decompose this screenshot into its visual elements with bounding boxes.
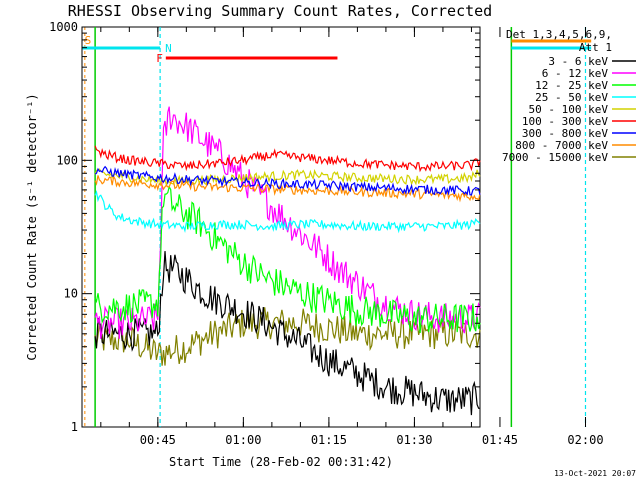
legend-label: 300 - 800 keV <box>522 127 608 140</box>
legend-label: 50 - 100 keV <box>529 103 609 116</box>
series-line <box>94 190 481 234</box>
plot-frame <box>81 26 481 428</box>
legend-label: 3 - 6 keV <box>548 55 608 68</box>
legend-title: Att 1 <box>579 41 612 54</box>
chart-title: RHESSI Observing Summary Count Rates, Co… <box>68 2 492 20</box>
legend-label: 7000 - 15000 keV <box>502 151 608 164</box>
x-axis-ticks: 00:45 01:00 01:15 01:30 01:45 02:00 <box>100 27 604 447</box>
y-tick-label: 1 <box>71 420 78 434</box>
series-line <box>94 168 481 188</box>
x-tick-label: 01:45 <box>482 433 518 447</box>
y-tick-label: 100 <box>56 153 78 167</box>
x-tick-label: 02:00 <box>567 433 603 447</box>
x-tick-label: 00:45 <box>140 433 176 447</box>
x-tick-label: 01:30 <box>396 433 432 447</box>
legend-label: 6 - 12 keV <box>542 67 609 80</box>
series-layer <box>94 106 481 416</box>
flag-label-n: N <box>165 42 172 55</box>
series-line <box>94 145 481 173</box>
flag-label-s: S <box>85 34 92 47</box>
series-line <box>94 307 481 366</box>
legend-label: 800 - 7000 keV <box>515 139 608 152</box>
timestamp: 13-Oct-2021 20:07 <box>554 469 636 478</box>
legend-label: 12 - 25 keV <box>535 79 608 92</box>
series-line <box>94 174 481 203</box>
series-line <box>94 251 481 416</box>
x-tick-label: 01:15 <box>311 433 347 447</box>
series-line <box>94 106 481 339</box>
legend-title: Det 1,3,4,5,6,9, <box>506 28 612 41</box>
legend-label: 100 - 300 keV <box>522 115 608 128</box>
flag-bars: S NF <box>82 27 592 427</box>
legend-label: 25 - 50 keV <box>535 91 608 104</box>
y-tick-label: 1000 <box>49 20 78 34</box>
series-line <box>94 165 481 196</box>
x-axis-label: Start Time (28-Feb-02 00:31:42) <box>169 455 393 469</box>
y-axis-ticks: 1 10 100 1000 <box>49 20 480 434</box>
y-axis-label: Corrected Count Rate (s⁻¹ detector⁻¹) <box>25 93 39 360</box>
x-tick-label: 01:00 <box>225 433 261 447</box>
y-tick-label: 10 <box>64 287 78 301</box>
series-line <box>94 185 481 334</box>
flag-label-f: F <box>156 52 163 65</box>
